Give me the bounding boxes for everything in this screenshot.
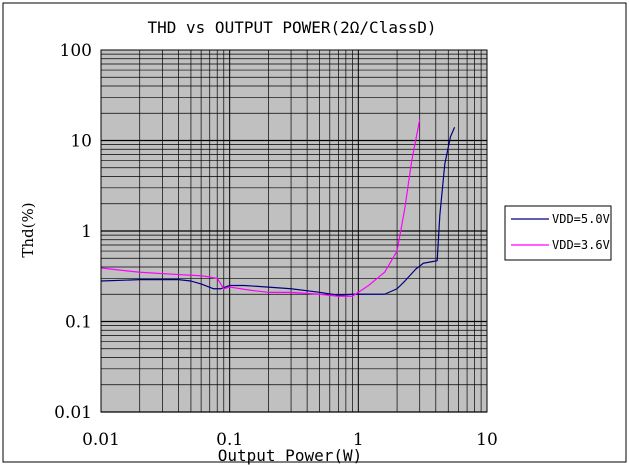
x-axis-label: Output Power(W)	[218, 446, 363, 465]
legend-label-vdd-5v: VDD=5.0V	[552, 212, 610, 226]
chart-title: THD vs OUTPUT POWER(2Ω/ClassD)	[148, 18, 437, 37]
y-tick-label: 1	[81, 222, 92, 242]
y-tick-label: 100	[60, 41, 92, 61]
x-tick-label: 0.1	[216, 430, 243, 450]
legend-label-vdd-3-6v: VDD=3.6V	[552, 238, 610, 252]
tick-labels: 0.01 0.1 1 10 0.01 0.1 1 10 100	[54, 41, 498, 450]
y-tick-label: 0.01	[54, 403, 92, 423]
x-tick-label: 1	[353, 430, 364, 450]
legend: VDD=5.0V VDD=3.6V	[504, 205, 612, 261]
y-tick-label: 10	[70, 132, 92, 152]
grid-lines	[100, 50, 487, 413]
y-axis-label: Thd(%)	[19, 202, 37, 257]
x-tick-label: 0.01	[82, 430, 120, 450]
series-lines	[100, 119, 456, 297]
y-tick-label: 0.1	[65, 313, 92, 333]
series-line-vdd-5v	[100, 127, 456, 296]
series-line-vdd-3-6v	[100, 119, 421, 297]
plot-border	[100, 49, 488, 413]
x-tick-label: 10	[476, 430, 498, 450]
legend-box	[504, 205, 612, 261]
